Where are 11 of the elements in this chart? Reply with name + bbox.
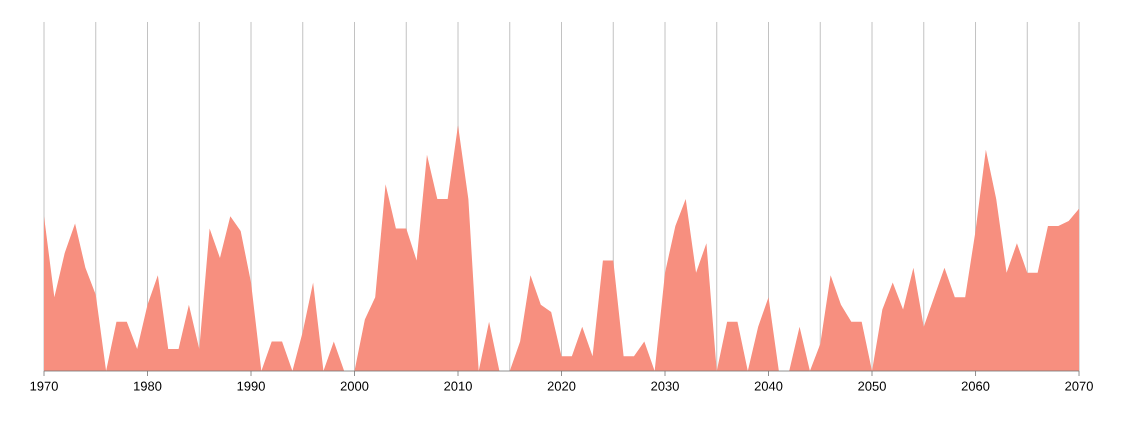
x-tick-label: 1970 bbox=[30, 381, 58, 391]
x-tick-label: 2020 bbox=[547, 381, 576, 391]
x-tick-label: 2070 bbox=[1065, 381, 1093, 391]
x-tick-label: 2060 bbox=[961, 381, 990, 391]
x-tick-label: 2000 bbox=[340, 381, 369, 391]
x-tick-label: 1990 bbox=[237, 381, 265, 391]
x-tick-label: 2010 bbox=[444, 381, 472, 391]
x-tick-label: 1980 bbox=[134, 381, 162, 391]
x-tick-label: 2030 bbox=[651, 381, 679, 391]
x-tick-label: 2050 bbox=[858, 381, 886, 391]
x-tick-label: 2040 bbox=[754, 381, 783, 391]
